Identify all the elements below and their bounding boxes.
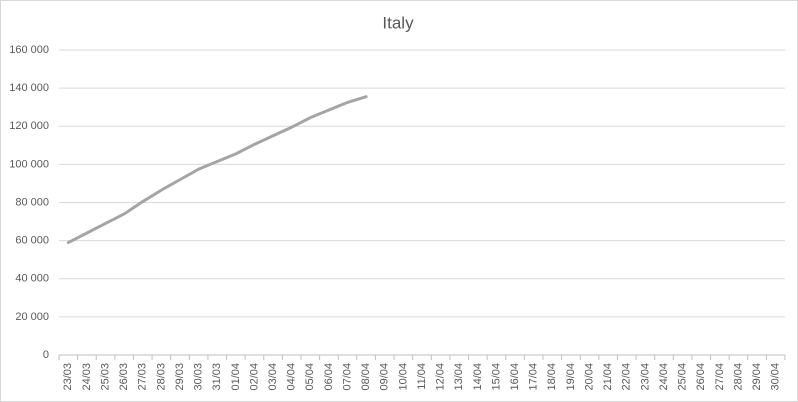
x-tick-label: 30/04 [770,363,782,391]
x-tick-label: 18/04 [546,363,558,391]
x-tick-label: 17/04 [528,363,540,391]
x-tick-label: 30/03 [193,363,205,391]
y-tick-label: 60 000 [15,235,49,247]
y-tick-label: 0 [43,349,49,361]
x-tick-label: 10/04 [397,363,409,391]
chart-title: Italy [382,13,414,32]
x-tick-label: 26/04 [695,363,707,391]
x-tick-label: 23/03 [62,363,74,391]
x-tick-label: 01/04 [230,363,242,391]
x-tick-label: 25/03 [99,363,111,391]
y-tick-label: 120 000 [9,120,49,132]
x-tick-label: 28/04 [732,363,744,391]
x-tick-label: 11/04 [416,363,428,390]
data-line [66,95,368,245]
y-tick-label: 160 000 [9,44,49,56]
x-tick-label: 06/04 [323,363,335,391]
x-tick-label: 23/04 [639,363,651,391]
x-tick-label: 20/04 [583,363,595,391]
x-tick-label: 09/04 [379,363,391,391]
x-tick-label: 24/04 [658,363,670,391]
x-tick-label: 12/04 [435,363,447,391]
x-tick-label: 25/04 [677,363,689,391]
x-tick-label: 22/04 [621,363,633,391]
x-tick-label: 21/04 [602,363,614,391]
x-tick-label: 05/04 [304,363,316,391]
x-tick-label: 27/03 [137,363,149,391]
x-tick-label: 26/03 [118,363,130,391]
x-tick-label: 29/03 [174,363,186,391]
x-tick-label: 08/04 [360,363,372,391]
x-tick-label: 28/03 [155,363,167,391]
x-tick-label: 24/03 [81,363,93,391]
x-tick-label: 29/04 [751,363,763,391]
x-tick-label: 16/04 [509,363,521,391]
y-tick-label: 80 000 [15,196,49,208]
x-tick-label: 03/04 [267,363,279,391]
x-tick-label: 31/03 [211,363,223,391]
x-tick-label: 15/04 [490,363,502,391]
x-tick-label: 19/04 [565,363,577,391]
x-tick-label: 04/04 [286,363,298,391]
y-tick-label: 20 000 [15,311,49,323]
y-tick-label: 140 000 [9,82,49,94]
y-tick-label: 40 000 [15,273,49,285]
x-tick-label: 07/04 [341,363,353,391]
x-tick-label: 13/04 [453,363,465,391]
x-tick-label: 02/04 [248,363,260,391]
x-tick-label: 27/04 [714,363,726,391]
y-tick-label: 100 000 [9,158,49,170]
x-tick-label: 14/04 [472,363,484,391]
